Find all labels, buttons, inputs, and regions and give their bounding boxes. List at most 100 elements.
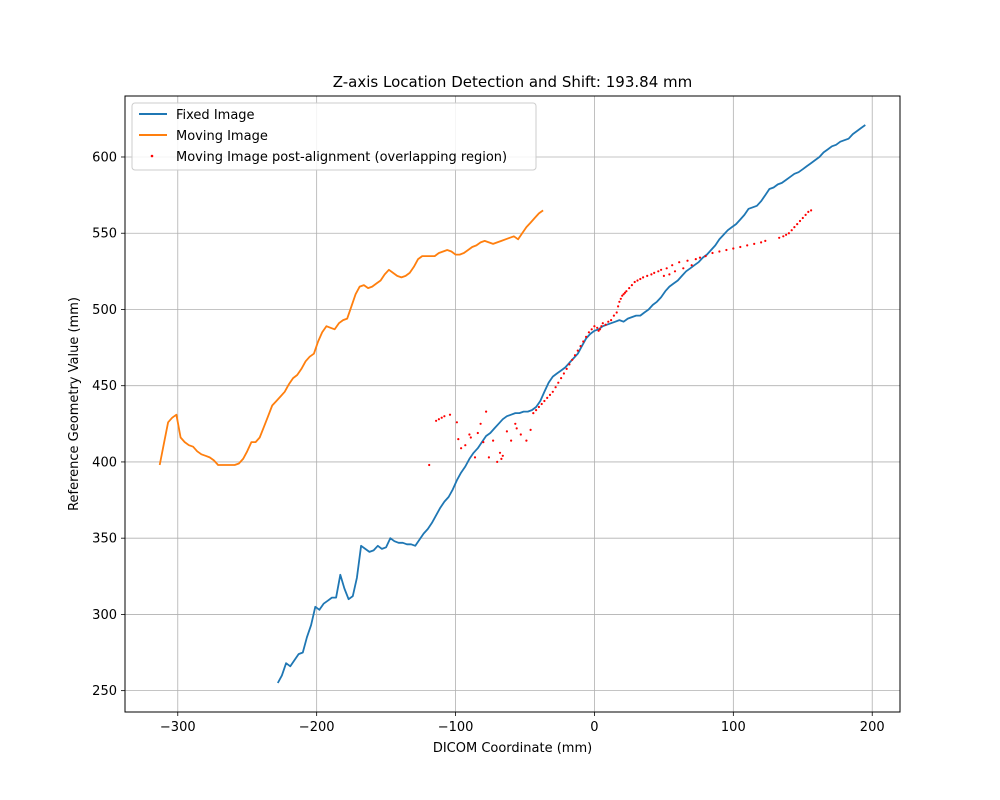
scatter-point [653,271,656,274]
scatter-point [428,463,431,467]
scatter-point [746,244,749,247]
scatter-point [532,412,535,415]
scatter-point [535,409,538,412]
scatter-point [660,268,663,271]
scatter-point [587,331,591,334]
scatter-point [597,329,600,332]
scatter-point [646,274,649,277]
scatter-point [590,328,593,331]
legend-box [131,102,537,171]
x-tick-label: 100 [721,720,746,735]
scatter-point [657,270,660,273]
scatter-point [492,439,495,442]
scatter-point [596,326,599,329]
legend: Fixed Image Moving Image Moving Image po… [131,102,537,171]
scatter-point [600,325,603,328]
scatter-point [440,416,443,419]
scatter-point [804,213,807,216]
scatter-point [576,349,579,352]
scatter-point [562,372,566,375]
scatter-point [435,419,438,422]
legend-label-post-alignment: Moving Image post-alignment (overlapping… [176,150,507,165]
y-tick-label: 250 [92,684,117,699]
scatter-point [668,273,671,276]
scatter-point [628,287,631,290]
scatter-point [639,277,642,281]
scatter-point [540,402,543,406]
scatter-point [505,430,508,433]
scatter-point [790,229,793,232]
scatter-point [560,377,563,380]
scatter-point [482,441,485,444]
scatter-point [671,264,674,267]
scatter-point [448,413,452,416]
scatter-point [485,410,488,413]
scatter-point [473,456,477,459]
scatter-point [571,358,574,361]
axes-frame [124,95,901,713]
scatter-point [460,447,463,450]
scatter-point [604,323,607,326]
scatter-point [464,444,467,447]
scatter-point [612,314,616,317]
scatter-point [573,354,577,357]
y-tick-label: 450 [92,379,117,394]
scatter-point [630,284,634,287]
x-tick-label: −200 [299,720,335,735]
scatter-point [633,280,636,284]
series-line-moving-image [158,209,544,466]
scatter-point [801,216,804,220]
scatter-point [579,345,582,348]
scatter-point [548,393,552,396]
scatter-point [543,399,546,403]
scatter-point [732,247,735,250]
y-tick-label: 400 [92,455,117,470]
scatter-point [642,276,645,279]
scatter-point [793,226,796,229]
scatter-point [619,297,622,300]
scatter-point [621,294,624,297]
scatter-point [778,236,781,239]
scatter-point [711,251,714,255]
scatter-point [515,427,518,430]
scatter-point [457,438,460,441]
y-tick-label: 300 [92,608,117,623]
scatter-point [519,433,522,436]
scatter-point [785,233,788,236]
scatter-point [498,451,502,454]
scatter-point [551,390,554,393]
scatter-point [760,241,763,244]
scatter-point [650,273,653,276]
scatter-point [796,223,799,226]
legend-label-moving-image: Moving Image [176,129,268,144]
scatter-point [510,439,513,442]
scatter-point [636,279,639,282]
scatter-point [698,256,702,259]
scatter-point [662,274,666,277]
scatter-point [764,239,767,242]
scatter-point [501,454,504,457]
scatter-point [582,340,585,343]
scatter-point [782,235,785,238]
chart-title: Z-axis Location Detection and Shift: 193… [333,73,692,91]
scatter-point [479,422,482,425]
scatter-point [798,219,802,223]
scatter-point [557,381,560,384]
scatter-point [682,267,685,270]
scatter-point [810,209,813,212]
scatter-point [807,210,810,213]
x-tick-label: −300 [160,720,196,735]
scatter-point [601,322,604,325]
scatter-point [487,456,490,459]
scatter-point [739,245,742,249]
scatter-point [625,290,628,293]
scatter-point [686,259,689,262]
scatter-point [704,255,707,258]
x-tick-label: −100 [438,720,474,735]
scatter-point [593,325,596,328]
series-points-moving-image-post-alignment-overlapping-region [428,209,813,467]
scatter-point [500,457,503,460]
scatter-point [598,328,602,331]
x-tick-label: 200 [860,720,885,735]
